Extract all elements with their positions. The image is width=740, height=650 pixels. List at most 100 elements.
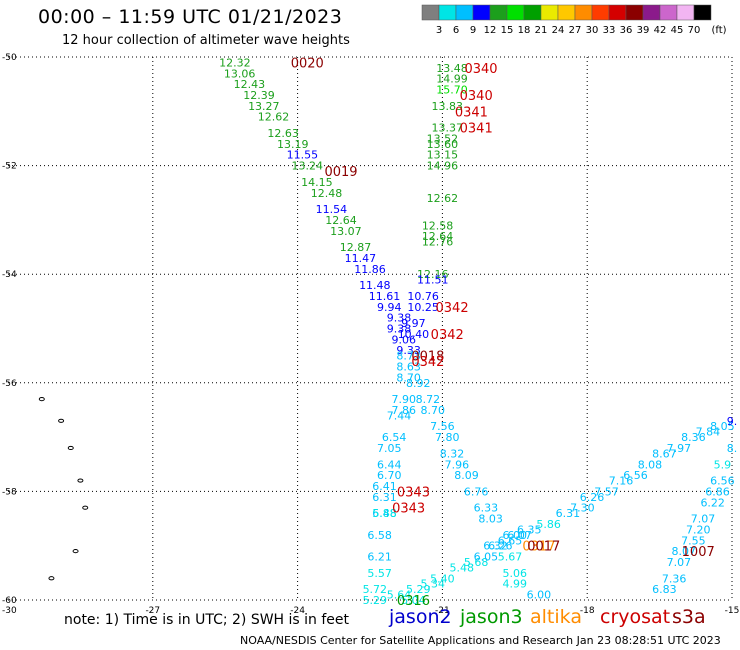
- colorbar-label: 33: [603, 25, 616, 36]
- wave-height-point: 6.31: [556, 507, 581, 520]
- wave-height-point: 6.41: [372, 480, 397, 493]
- wave-height-point: 5.48: [449, 561, 474, 574]
- wave-height-point: 12.64: [325, 214, 357, 227]
- wave-height-point: 8.67: [652, 447, 677, 460]
- wave-height-point: 7.90: [392, 393, 417, 406]
- wave-height-point: 11.54: [316, 203, 348, 216]
- wave-height-point: 5.9: [714, 458, 732, 471]
- wave-height-point: 6.00: [527, 589, 552, 602]
- footnote: note: 1) Time is in UTC; 2) SWH is in fe…: [64, 612, 350, 628]
- colorbar-label: 39: [637, 25, 650, 36]
- pass-time-label: 0020: [291, 56, 324, 71]
- wave-height-point: 8.92: [406, 377, 431, 390]
- wave-height-point: 6.05: [474, 551, 499, 564]
- colorbar-label: 45: [671, 25, 684, 36]
- wave-height-point: 12.76: [422, 236, 454, 249]
- wave-height-point: 8.73: [396, 350, 421, 363]
- wave-height-point: 8.08: [638, 458, 663, 471]
- wave-height-point: 5.88: [372, 507, 397, 520]
- y-tick-label: -60: [2, 596, 17, 606]
- page-title: 00:00 – 11:59 UTC 01/21/2023: [38, 6, 343, 28]
- wave-height-point: 6.65: [498, 534, 523, 547]
- wave-height-point: 12.62: [258, 111, 290, 124]
- wave-height-point: 13.83: [431, 100, 463, 113]
- credit-line: NOAA/NESDIS Center for Satellite Applica…: [240, 634, 721, 647]
- legend-item-jason3: jason3: [460, 606, 523, 628]
- wave-height-point: 9.06: [392, 333, 417, 346]
- x-tick-label: -24: [290, 606, 305, 616]
- wave-height-point: 8.: [727, 442, 738, 455]
- wave-height-point: 6.58: [367, 529, 392, 542]
- wave-height-point: 6.26: [580, 491, 605, 504]
- wave-height-point: 6.48: [372, 507, 397, 520]
- pass-time-label: 0340: [460, 89, 493, 104]
- wave-height-point: 12.16: [417, 268, 449, 281]
- wave-height-point: 15.70: [436, 84, 468, 97]
- legend-item-cryosat: cryosat: [600, 606, 671, 628]
- wave-height-point: 14.99: [436, 73, 468, 86]
- wave-height-point: 5.68: [464, 556, 489, 569]
- wave-height-point: 12.62: [427, 192, 459, 205]
- colorbar-label: 18: [518, 25, 531, 36]
- island-outline: [82, 505, 89, 510]
- wave-height-plot: -27 -24 -21 -18 -15 -30 -50 -52 -54 -56 -58 -60 12.3…: [2, 53, 740, 616]
- wave-height-point: 13.19: [277, 138, 309, 151]
- pass-time-label: 0316: [397, 594, 430, 609]
- wave-height-point: 10.76: [407, 290, 439, 303]
- wave-height-point: 7.07: [691, 513, 716, 526]
- wave-height-point: 8.72: [416, 393, 441, 406]
- island-outline: [58, 418, 65, 423]
- wave-height-point: 9.97: [401, 317, 426, 330]
- wave-height-point: 7.55: [681, 534, 706, 547]
- wave-height-point: 5.29: [406, 583, 431, 596]
- pass-time-label: 0341: [455, 105, 488, 120]
- wave-height-point: 7.80: [435, 431, 460, 444]
- pass-time-label: 0019: [324, 165, 357, 180]
- wave-height-point: 12.39: [243, 89, 275, 102]
- colorbar-label: 9: [470, 25, 476, 36]
- wave-height-point: 7.57: [594, 485, 619, 498]
- colorbar-unit: (ft): [711, 25, 726, 36]
- y-tick-label: -52: [2, 162, 17, 172]
- wave-height-point: 6.31: [372, 491, 397, 504]
- wave-height-point: 14.96: [427, 160, 459, 173]
- page-subtitle: 12 hour collection of altimeter wave hei…: [62, 33, 350, 48]
- y-tick-label: -56: [2, 379, 17, 389]
- wave-height-point: 13.48: [436, 62, 468, 75]
- legend-item-altika: altika: [530, 606, 582, 628]
- wave-height-point: 9.94: [377, 301, 402, 314]
- wave-height-point: 7.20: [686, 523, 711, 536]
- colorbar-label: 70: [688, 25, 701, 36]
- y-tick-label: -58: [2, 487, 17, 497]
- wave-height-point: 7.05: [377, 442, 402, 455]
- colorbar-label: 6: [453, 25, 459, 36]
- wave-height-point: 5.04: [401, 594, 426, 607]
- island-outline: [48, 576, 55, 581]
- wave-height-point: 10.25: [407, 301, 439, 314]
- x-tick-label: -30: [2, 606, 17, 616]
- wave-height-point: 5.40: [430, 572, 455, 585]
- wave-height-point: 5.57: [367, 567, 392, 580]
- wave-height-point: 8.63: [396, 361, 421, 374]
- colorbar-label: 30: [586, 25, 599, 36]
- wave-height-point: 6.86: [705, 485, 730, 498]
- wave-height-point: 14.15: [301, 176, 333, 189]
- wave-height-point: 13.24: [292, 160, 324, 173]
- wave-height-point: 8.70: [420, 404, 445, 417]
- wave-height-point: 12.48: [311, 187, 343, 200]
- x-tick-label: -21: [435, 606, 450, 616]
- wave-height-point: 7.86: [392, 404, 417, 417]
- colorbar-label: 24: [552, 25, 565, 36]
- wave-height-point: 7.16: [609, 475, 634, 488]
- wave-height-point: 8.70: [396, 371, 421, 384]
- island-outline: [38, 396, 45, 402]
- x-tick-label: -15: [725, 606, 740, 616]
- colorbar-label: 12: [484, 25, 497, 36]
- pass-time-label: 0317: [522, 540, 555, 555]
- island-outline: [72, 549, 79, 554]
- wave-height-point: 7.96: [445, 458, 470, 471]
- wave-height-point: 6.26: [488, 540, 513, 553]
- wave-height-point: 6.00: [503, 529, 528, 542]
- y-tick-label: -54: [2, 270, 17, 280]
